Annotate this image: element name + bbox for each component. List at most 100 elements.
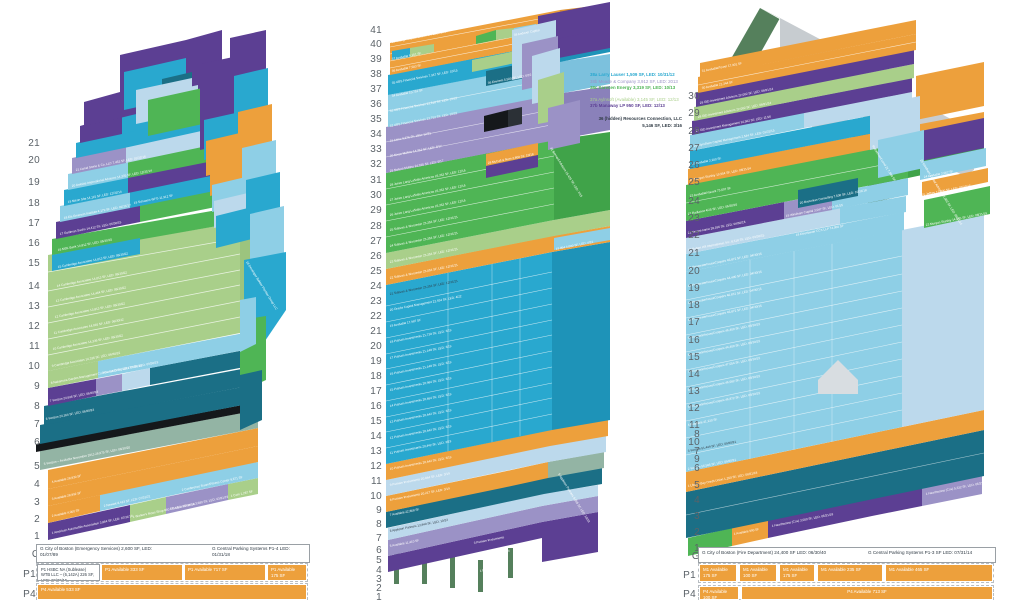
axis-floor-39: 39	[370, 54, 382, 65]
parking-stall[interactable]: M1 Available 100 SF	[739, 564, 777, 582]
floor-label: 41 Available 8,035 SF	[391, 9, 421, 19]
axis-floor-20: 20	[688, 266, 700, 277]
parking-stall[interactable]: P4 Available 533 SF	[37, 584, 307, 600]
parking-stall[interactable]: P1 HSBC NA (Sublease) WTB LLC – (6,142A)…	[37, 564, 100, 581]
axis-floor-13: 13	[370, 446, 382, 457]
legend-item-38c: 38c Sarecen Energy 3,319 SF, LED: 10/13	[590, 85, 676, 91]
axis-floor-21: 21	[370, 326, 382, 337]
floor-label: 3 Putnam Investments	[473, 535, 504, 545]
ground-tenant-right: G Central Parking Systems P1-3 SF LED: 0…	[868, 550, 973, 555]
axis-floor-4: 4	[34, 479, 40, 490]
floor-label: 34 Available 10,751 SF	[391, 88, 423, 98]
axis-floor-5: 5	[34, 461, 40, 472]
left-floor-axis: 21 20 19 18 17 16 15 14 13 12 11 10 9 8 …	[0, 0, 345, 600]
parking-stall[interactable]: M1 Available 235 SF	[817, 564, 883, 582]
axis-floor-7: 7	[694, 446, 700, 457]
axis-floor-14: 14	[370, 431, 382, 442]
ground-tenant-left: G City of Boston (Emergency Services) 2,…	[40, 546, 153, 558]
legend-item-36: 36 (hidden) Resources Connection, LLC 5,…	[598, 116, 682, 128]
parking-stall[interactable]: P4 Available 713 SF	[741, 586, 993, 600]
floor-label: 31 Akins 9,676 SF, LED: 12/21	[389, 131, 431, 143]
tenant-side-label: 19 854 4,000 SF, LED: 4/22	[555, 240, 593, 251]
axis-floor-3: 3	[34, 497, 40, 508]
axis-floor-2: 2	[694, 527, 700, 538]
parking-stall[interactable]: M1 Available 175 SF	[779, 564, 815, 582]
axis-floor-19: 19	[370, 356, 382, 367]
axis-floor-16: 16	[28, 238, 40, 249]
axis-floor-3: 3	[694, 511, 700, 522]
axis-floor-15: 15	[28, 258, 40, 269]
axis-floor-1: 1	[678, 543, 700, 554]
tenant-side-label: 19 Schwann WFG 11,912 SF	[133, 193, 173, 205]
axis-floor-13: 13	[688, 386, 700, 397]
axis-floor-29: 29	[370, 205, 382, 216]
axis-floor-26: 26	[370, 251, 382, 262]
axis-floor-26: 26	[688, 160, 700, 171]
tenant-side-label: 1 Com 1,287 SF	[230, 489, 253, 498]
axis-floor-37: 37	[370, 84, 382, 95]
axis-floor-5: 5	[694, 480, 700, 491]
floor-label: 4 Available 28,930 SF	[51, 474, 81, 484]
ground-tenant-right: G Central Parking Systems P1-4 LED: 01/3…	[212, 546, 290, 558]
axis-floor-1: 1	[34, 531, 40, 542]
axis-floor-6: 6	[694, 463, 700, 474]
axis-floor-19: 19	[28, 177, 40, 188]
axis-floor-5: 5	[376, 555, 382, 566]
axis-floor-8: 8	[376, 519, 382, 530]
parking-stall[interactable]: P1 Available 175 SF	[267, 564, 307, 581]
floor-label: 30 Available 21,344 SF	[701, 80, 733, 90]
axis-floor-9: 9	[694, 454, 700, 465]
axis-floor-14: 14	[28, 281, 40, 292]
middle-building: 41 Available 8,035 SF 40 Clavigh Capital…	[352, 0, 682, 603]
middle-legend: 38a Larry Lauser 1,509 SF, LED: 10/31/12…	[590, 72, 682, 129]
axis-floor-3: 3	[376, 574, 382, 585]
left-parking-p1-row: P1 HSBC NA (Sublease) WTB LLC – (6,142A)…	[36, 563, 308, 582]
floor-label: 1 Retail 3,578 SF	[479, 564, 503, 573]
parking-stall[interactable]: M1 Available 175 SF	[699, 564, 737, 582]
axis-floor-2: 2	[34, 514, 40, 525]
parking-stall[interactable]: M1 Available 465 SF	[885, 564, 993, 582]
parking-stall[interactable]: P1 Available 333 SF	[101, 564, 183, 581]
legend-item-38b: 38b Meade & Company 3,912 SF, LED: 2013	[590, 78, 678, 84]
axis-floor-24: 24	[370, 281, 382, 292]
axis-floor-18: 18	[688, 300, 700, 311]
axis-floor-9: 9	[376, 505, 382, 516]
axis-floor-7: 7	[376, 533, 382, 544]
right-building-graphic: 31 Available/Tower 17,901 SF 30 Availabl…	[685, 8, 990, 556]
right-ground-band	[698, 547, 996, 563]
axis-floor-P4: P4	[683, 589, 696, 600]
parking-stall[interactable]: P1 Available 717 SF	[184, 564, 266, 581]
axis-floor-20: 20	[370, 341, 382, 352]
axis-floor-30: 30	[688, 91, 700, 102]
axis-floor-11: 11	[689, 420, 700, 431]
axis-floor-33: 33	[370, 144, 382, 155]
floor-label: 36 Available 7,503 SF	[391, 63, 421, 73]
axis-floor-18: 18	[370, 371, 382, 382]
right-floor-axis: 30 29 28 27 26 25 24 23 22 21 20 19 18 1…	[672, 0, 1010, 600]
axis-floor-6: 6	[376, 545, 382, 556]
floor-label: 37 Available 6,151 SF	[391, 51, 421, 61]
left-ground-band	[36, 544, 310, 563]
axis-floor-29: 29	[688, 108, 700, 119]
left-building: 1 American Automobile Association 3,864 …	[0, 0, 345, 600]
axis-floor-23: 23	[370, 296, 382, 307]
floor-label: 4 Available 41,230 SF	[687, 417, 717, 427]
axis-floor-9: 9	[34, 381, 40, 392]
floor-label: 5 Available 11,410 SF	[389, 538, 419, 548]
parking-stall[interactable]: P4 Available 100 SF	[699, 586, 739, 600]
axis-floor-41: 41	[370, 25, 382, 36]
axis-floor-34: 34	[370, 129, 382, 140]
axis-floor-12: 12	[28, 321, 40, 332]
axis-floor-38: 38	[370, 69, 382, 80]
axis-floor-7: 7	[34, 419, 40, 430]
floor-label: 25 Available 3,200 SF	[691, 156, 721, 166]
left-parking-p4-row: P4 Available 533 SF	[36, 583, 308, 600]
axis-floor-36: 36	[370, 99, 382, 110]
floor-label: 2 Putnam Investors Trust	[475, 548, 510, 559]
tenant-side-label: 1 Available 990 SF	[733, 527, 759, 536]
axis-floor-30: 30	[370, 190, 382, 201]
axis-floor-16: 16	[370, 401, 382, 412]
floor-label: 7 Available 22,868 SF	[389, 507, 419, 517]
axis-floor-10: 10	[688, 437, 700, 448]
